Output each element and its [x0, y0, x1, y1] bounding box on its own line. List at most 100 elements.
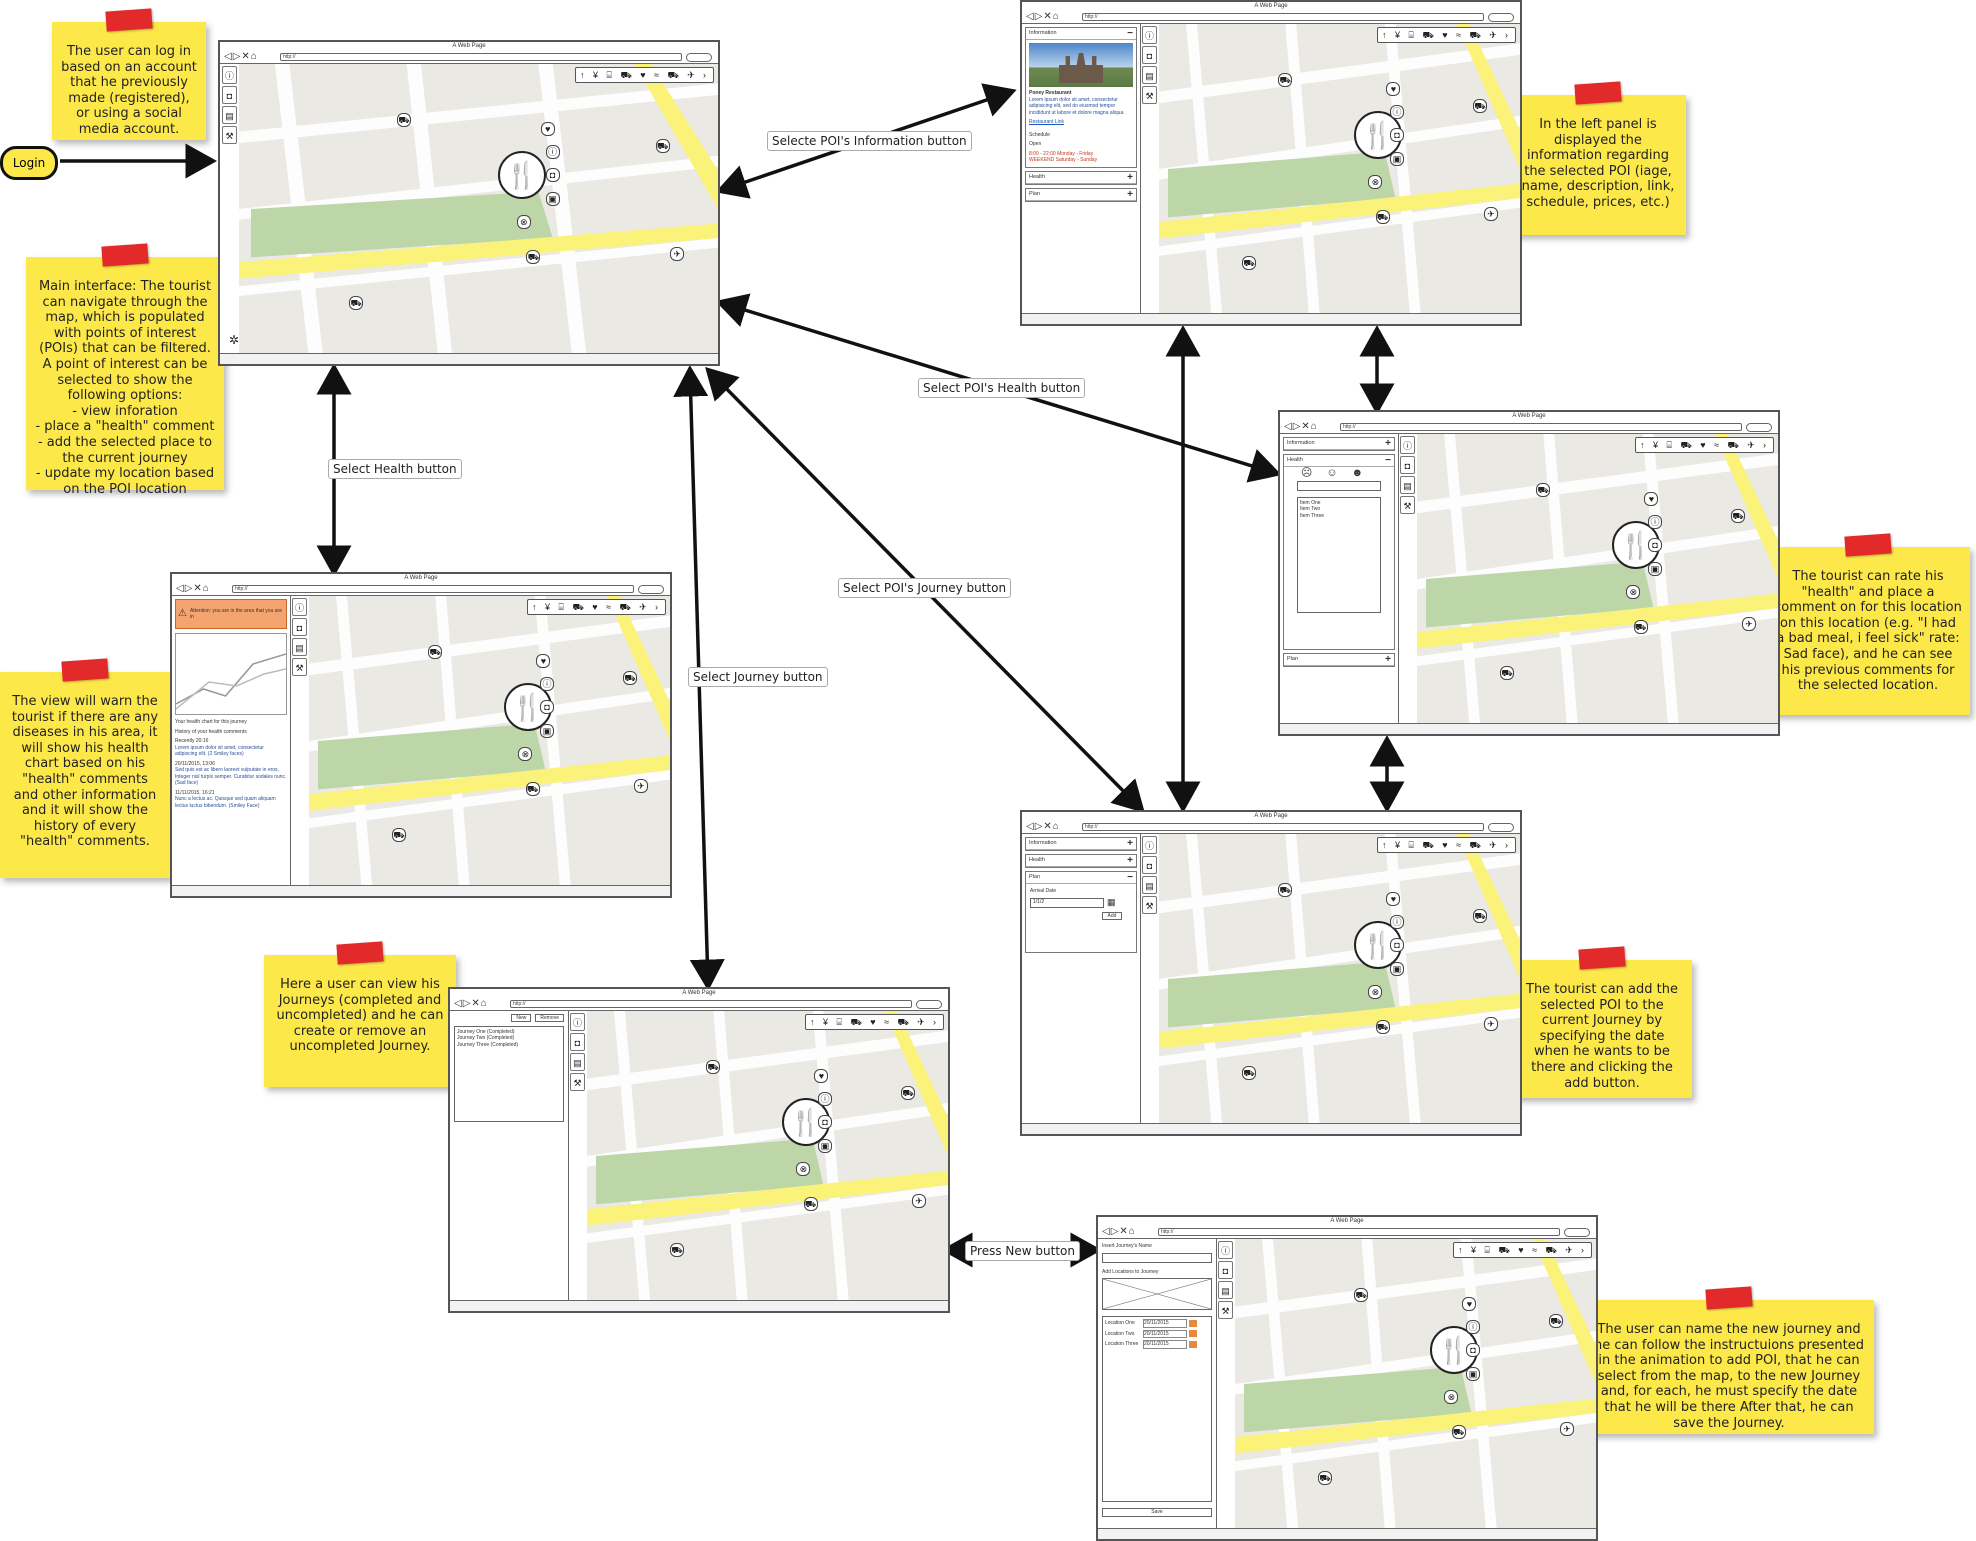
login-button[interactable]: Login	[0, 146, 58, 180]
nav-buttons-icon[interactable]: ◁▷✕⌂	[454, 998, 488, 1009]
poi-marker-icon[interactable]: ◘	[545, 168, 560, 183]
poi-filter-bar[interactable]: ↑ ¥ ⌸ ⛟ ♥ ≈ ⛟ ✈ ›	[527, 599, 666, 615]
journey-list[interactable]: Journey One (Completed) Journey Two (Comp…	[454, 1025, 564, 1122]
list-item[interactable]: Item Two	[1300, 506, 1321, 512]
poi-marker-icon[interactable]: ⊗	[796, 1161, 811, 1176]
table-row[interactable]: Location One 20/11/2015	[1105, 1319, 1209, 1328]
poi-marker-icon[interactable]: ⛟	[1278, 73, 1293, 88]
map[interactable]: ↑ ¥ ⌸ ⛟ ♥ ≈ ⛟ ✈ › 🍴 ♥ ⓘ ◘ ▣ ⛟ ⛟ ⛟ ✈ ⛟ ⊗	[1159, 24, 1520, 314]
url-field[interactable]: http://	[1082, 823, 1484, 831]
search-field[interactable]	[1564, 1228, 1590, 1237]
new-button[interactable]: New	[511, 1014, 532, 1022]
save-button[interactable]: Save	[1102, 1508, 1212, 1517]
list-item[interactable]: Journey One (Completed)	[457, 1028, 515, 1035]
camera-icon[interactable]: ◘	[222, 86, 237, 104]
poi-marker-icon[interactable]: ✈	[1741, 616, 1756, 631]
accordion-header[interactable]: Information +	[1026, 838, 1136, 850]
camera-icon[interactable]: ◘	[1400, 456, 1415, 474]
poi-marker-icon[interactable]: ⛟	[1473, 909, 1488, 924]
list-item[interactable]: Journey Three (Completed)	[457, 1041, 519, 1048]
wrench-icon[interactable]: ⚒	[570, 1073, 585, 1091]
table-row[interactable]: Location Two 20/11/2015	[1105, 1329, 1209, 1338]
poi-marker-icon[interactable]: ⛟	[1536, 483, 1551, 498]
map[interactable]: ↑ ¥ ⌸ ⛟ ♥ ≈ ⛟ ✈ › 🍴 ♥ ⓘ ◘ ▣ ⛟ ⛟ ⛟ ✈ ⛟ ⊗	[1417, 434, 1778, 724]
poi-marker-icon[interactable]: ▣	[545, 191, 560, 206]
accordion-health[interactable]: Health +	[1025, 170, 1137, 185]
nav-buttons-icon[interactable]: ◁▷✕⌂	[1026, 11, 1060, 22]
accordion-header[interactable]: Plan +	[1284, 654, 1394, 666]
camera-icon[interactable]: ◘	[570, 1033, 585, 1051]
poi-marker-icon[interactable]: ⛟	[1354, 1288, 1369, 1303]
url-field[interactable]: http://	[280, 53, 682, 61]
poi-marker-icon[interactable]: ⛟	[428, 645, 443, 660]
poi-marker-icon[interactable]: ▣	[1466, 1366, 1481, 1381]
location-date[interactable]: 20/11/2015	[1143, 1319, 1187, 1328]
accordion-header[interactable]: Health +	[1026, 855, 1136, 867]
poi-marker-icon[interactable]: ⛟	[349, 296, 364, 310]
poi-marker-icon[interactable]: ⛟	[526, 249, 541, 264]
info-icon[interactable]: ⓘ	[570, 1013, 585, 1031]
poi-marker-icon[interactable]: ⛟	[670, 1243, 685, 1257]
poi-marker-icon[interactable]: ⓘ	[1390, 105, 1405, 120]
poi-marker-icon[interactable]: ▣	[1390, 151, 1405, 166]
accordion-information[interactable]: Information − Poney Restaurant Lorem ipsum …	[1025, 27, 1137, 168]
poi-marker-icon[interactable]: ◘	[1466, 1343, 1481, 1358]
poi-marker-icon[interactable]: ⛟	[525, 781, 540, 796]
expand-icon[interactable]: +	[1127, 188, 1133, 200]
poi-marker-icon[interactable]: ⓘ	[1390, 915, 1405, 930]
accordion-health[interactable]: Health − ☹☺☻ Item One Item Two Item Three	[1283, 454, 1395, 650]
info-icon[interactable]: ⓘ	[1142, 26, 1157, 44]
info-icon[interactable]: ⓘ	[292, 598, 307, 616]
camera-icon[interactable]: ◘	[1142, 46, 1157, 64]
nav-buttons-icon[interactable]: ◁▷✕⌂	[1026, 821, 1060, 832]
poi-marker-icon[interactable]: ▣	[818, 1138, 833, 1153]
map[interactable]: ↑ ¥ ⌸ ⛟ ♥ ≈ ⛟ ✈ › 🍴 ♥ ⓘ ◘ ▣ ⛟ ⛟ ⛟ ✈ ⛟ ⊗	[239, 64, 718, 354]
poi-marker-icon[interactable]: ⊗	[1368, 174, 1383, 189]
expand-icon[interactable]: +	[1385, 438, 1391, 449]
camera-icon[interactable]: ◘	[1218, 1261, 1233, 1279]
poi-marker-icon[interactable]: ✈	[1483, 206, 1498, 221]
selected-poi-restaurant-icon[interactable]: 🍴	[1429, 1326, 1478, 1374]
map[interactable]: ↑ ¥ ⌸ ⛟ ♥ ≈ ⛟ ✈ › 🍴 ♥ ⓘ ◘ ▣ ⛟ ⛟ ⛟ ✈ ⛟ ⊗	[587, 1011, 948, 1301]
luggage-icon[interactable]: ▤	[1142, 876, 1157, 894]
search-field[interactable]	[686, 53, 712, 62]
poi-marker-icon[interactable]: ⛟	[397, 113, 412, 128]
selected-poi-restaurant-icon[interactable]: 🍴	[1611, 521, 1660, 569]
map[interactable]: ↑ ¥ ⌸ ⛟ ♥ ≈ ⛟ ✈ › 🍴 ♥ ⓘ ◘ ▣ ⛟ ⛟ ⛟ ✈ ⛟ ⊗	[309, 596, 670, 886]
search-field[interactable]	[638, 585, 664, 594]
accordion-information[interactable]: Information +	[1283, 437, 1395, 451]
poi-marker-icon[interactable]: ⛟	[901, 1086, 916, 1101]
poi-marker-icon[interactable]: ⊗	[1444, 1389, 1459, 1404]
poi-filter-bar[interactable]: ↑ ¥ ⌸ ⛟ ♥ ≈ ⛟ ✈ ›	[575, 67, 714, 83]
accordion-information[interactable]: Information +	[1025, 837, 1137, 851]
list-item[interactable]: Item One	[1300, 499, 1321, 506]
poi-marker-icon[interactable]: ♥	[540, 122, 555, 136]
poi-marker-icon[interactable]: ♥	[536, 654, 551, 668]
nav-buttons-icon[interactable]: ◁▷✕⌂	[176, 583, 210, 594]
poi-marker-icon[interactable]: ⛟	[623, 671, 638, 686]
poi-marker-icon[interactable]: ♥	[1386, 892, 1401, 906]
luggage-icon[interactable]: ▤	[1218, 1281, 1233, 1299]
url-field[interactable]: http://	[1158, 1228, 1560, 1236]
accordion-header[interactable]: Health +	[1026, 172, 1136, 184]
poi-marker-icon[interactable]: ♥	[1386, 82, 1401, 96]
camera-icon[interactable]: ◘	[1142, 856, 1157, 874]
poi-marker-icon[interactable]: ✈	[633, 778, 648, 793]
poi-marker-icon[interactable]: ⛟	[1278, 883, 1293, 898]
poi-marker-icon[interactable]: ⛟	[706, 1060, 721, 1075]
poi-marker-icon[interactable]: ⛟	[1318, 1471, 1333, 1485]
poi-marker-icon[interactable]: ⓘ	[1466, 1320, 1481, 1335]
poi-marker-icon[interactable]: ✈	[670, 246, 685, 261]
expand-icon[interactable]: +	[1127, 838, 1133, 849]
poi-marker-icon[interactable]: ⛟	[392, 828, 407, 842]
wrench-icon[interactable]: ⚒	[222, 126, 237, 144]
expand-icon[interactable]: +	[1385, 654, 1391, 665]
collapse-icon[interactable]: −	[1385, 455, 1391, 466]
list-item[interactable]: Journey Two (Completed)	[457, 1035, 515, 1041]
url-field[interactable]: http://	[1082, 13, 1484, 21]
wrench-icon[interactable]: ⚒	[1218, 1301, 1233, 1319]
comment-list[interactable]: Item One Item Two Item Three	[1297, 496, 1381, 613]
remove-location-icon[interactable]	[1189, 1340, 1197, 1348]
poi-marker-icon[interactable]: ⊗	[1368, 984, 1383, 999]
poi-marker-icon[interactable]: ⛟	[1731, 509, 1746, 524]
